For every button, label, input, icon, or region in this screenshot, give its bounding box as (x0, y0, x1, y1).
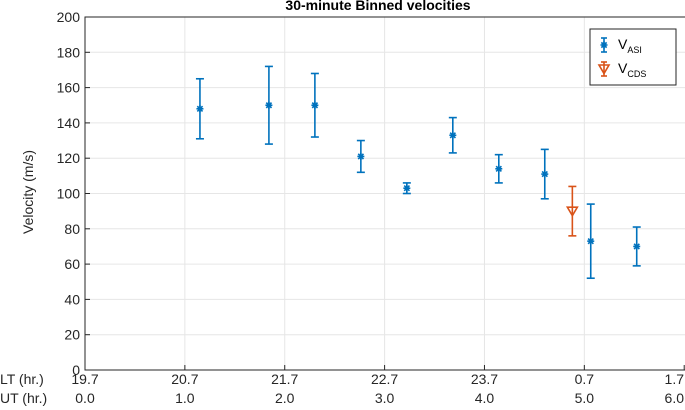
x-tick-label-ut: 2.0 (275, 390, 295, 406)
data-point (402, 182, 411, 195)
y-tick-label: 20 (64, 327, 80, 343)
data-point (540, 148, 549, 200)
legend-label-main: V (618, 36, 628, 52)
x-axis-row-label-ut: UT (hr.) (0, 390, 47, 406)
asterisk-marker (265, 101, 273, 109)
legend-item-cds: VCDS (597, 60, 646, 79)
y-tick-label: 60 (64, 256, 80, 272)
legend-item-asi: VASI (600, 36, 642, 55)
y-tick-label: 200 (57, 9, 81, 25)
asterisk-marker (541, 170, 549, 178)
y-tick-label: 100 (57, 186, 81, 202)
y-tick-label: 180 (57, 44, 81, 60)
asterisk-marker (357, 152, 365, 160)
data-point (632, 226, 641, 267)
asterisk-marker (311, 101, 319, 109)
x-tick-label-lt: 21.7 (271, 371, 298, 387)
y-tick-label: 40 (64, 291, 80, 307)
legend-label-main: V (618, 60, 628, 76)
asterisk-marker (600, 41, 608, 49)
x-axis-ticks: 19.7 0.0 20.7 1.0 21.7 2.0 22.7 3.0 23.7 4.0 0.7 5.… (0, 365, 685, 406)
x-tick-label-lt: 23.7 (471, 371, 498, 387)
y-tick-label: 160 (57, 80, 81, 96)
triangle-marker (597, 64, 611, 76)
data-point (195, 77, 204, 140)
data-point (448, 116, 457, 154)
legend-label-sub: ASI (627, 45, 642, 55)
triangle-marker (565, 206, 579, 218)
legend-label-sub: CDS (627, 69, 646, 79)
x-tick-label-ut: 3.0 (375, 390, 395, 406)
asterisk-marker (196, 105, 204, 113)
y-tick-label: 80 (64, 221, 80, 237)
data-point (310, 72, 319, 138)
grid (85, 17, 685, 370)
data-point (494, 153, 503, 184)
x-tick-label-ut: 5.0 (575, 390, 595, 406)
asterisk-marker (587, 237, 595, 245)
x-tick-label-ut: 6.0 (665, 390, 685, 406)
x-tick-label-ut: 1.0 (175, 390, 195, 406)
data-marks (195, 65, 641, 280)
x-tick-label-lt: 0.7 (575, 371, 595, 387)
series-asi (195, 65, 641, 280)
legend-label: VCDS (618, 60, 646, 79)
x-tick-label-ut: 4.0 (475, 390, 495, 406)
x-axis-row-label-lt: LT (hr.) (0, 371, 44, 387)
data-point (565, 185, 579, 237)
x-tick-label-lt: 20.7 (171, 371, 198, 387)
y-tick-label: 0 (72, 362, 80, 378)
asterisk-marker (633, 242, 641, 250)
asterisk-marker (449, 131, 457, 139)
y-tick-label: 120 (57, 150, 81, 166)
legend-label: VASI (618, 36, 642, 55)
x-tick-label-lt: 22.7 (371, 371, 398, 387)
x-tick-label-ut: 0.0 (75, 390, 95, 406)
data-point (264, 65, 273, 145)
asterisk-marker (403, 184, 411, 192)
y-axis-ticks: 0 20 40 60 80 100 120 140 160 180 200 (57, 9, 90, 378)
chart-title: 30-minute Binned velocities (285, 0, 470, 13)
data-point (356, 139, 365, 174)
error-bar (568, 185, 577, 237)
data-point (586, 203, 595, 280)
x-tick-label-lt: 19.7 (71, 371, 98, 387)
x-tick-label-lt: 1.7 (665, 371, 685, 387)
y-axis-label: Velocity (m/s) (20, 150, 36, 234)
series-cds (565, 185, 579, 237)
asterisk-marker (495, 165, 503, 173)
y-tick-label: 140 (57, 115, 81, 131)
